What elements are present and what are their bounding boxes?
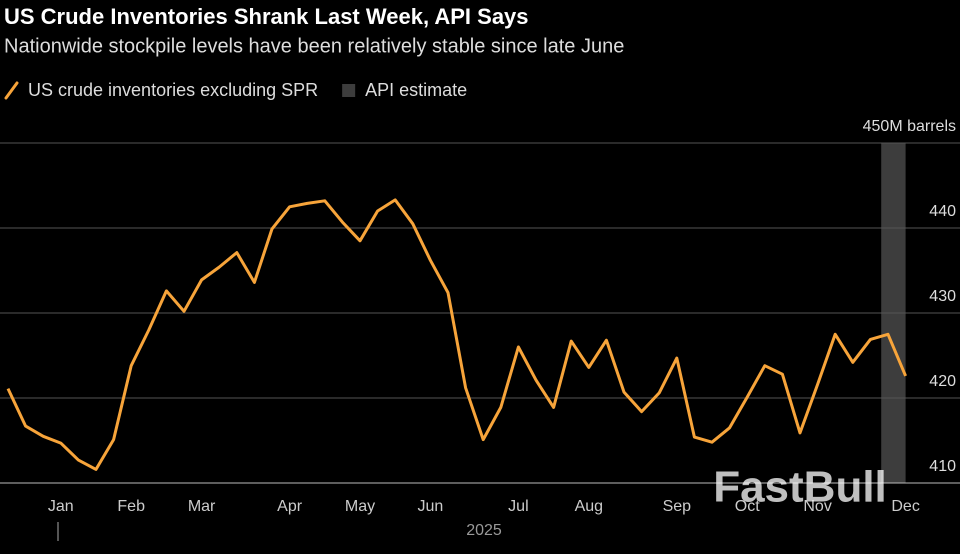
x-tick-label: Apr	[277, 498, 303, 515]
legend-swatch	[4, 81, 19, 100]
watermark: FastBull	[713, 463, 887, 512]
y-tick-label: 430	[929, 288, 956, 305]
x-tick-label: May	[345, 498, 375, 515]
y-tick-label: 440	[929, 203, 956, 220]
x-tick-label: Sep	[663, 498, 692, 515]
legend-swatch	[342, 84, 356, 97]
x-tick-label: Oct	[735, 498, 760, 515]
legend-label: API estimate	[365, 80, 467, 100]
x-axis-label: 2025	[466, 522, 502, 539]
x-tick-label: Jan	[48, 498, 74, 515]
x-tick-label: Feb	[117, 498, 145, 515]
x-tick-label: Aug	[575, 498, 603, 515]
chart-title: US Crude Inventories Shrank Last Week, A…	[4, 4, 529, 29]
y-tick-label: 450M barrels	[863, 118, 956, 135]
legend-label: US crude inventories excluding SPR	[28, 80, 318, 100]
x-tick-label: Mar	[188, 498, 216, 515]
chart-subtitle: Nationwide stockpile levels have been re…	[4, 35, 624, 57]
x-tick-label: Nov	[803, 498, 831, 515]
y-tick-label: 410	[929, 458, 956, 475]
data-line	[6, 198, 907, 471]
x-tick-label: Jun	[418, 498, 444, 515]
y-tick-label: 420	[929, 373, 956, 390]
x-tick-label: Jul	[508, 498, 528, 515]
x-tick-label: Dec	[891, 498, 919, 515]
